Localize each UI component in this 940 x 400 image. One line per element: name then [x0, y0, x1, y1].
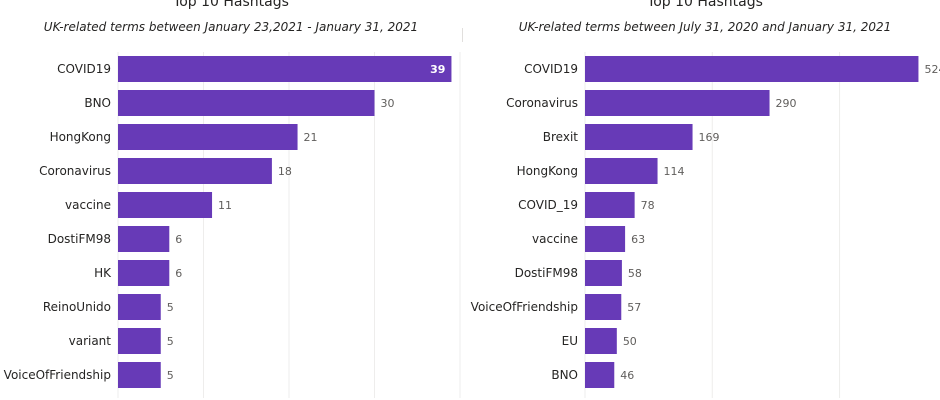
left-bar[interactable] [118, 226, 170, 252]
right-value-label: 58 [628, 267, 642, 280]
left-chart-panel: Top 10 Hashtags UK-related terms between… [0, 0, 462, 400]
right-value-label: 46 [620, 369, 634, 382]
left-category-label: VoiceOfFriendship [4, 368, 111, 382]
right-chart-subtitle: UK-related terms between July 31, 2020 a… [518, 20, 892, 34]
right-category-label: vaccine [532, 232, 578, 246]
right-category-label: COVID19 [524, 62, 578, 76]
left-bar[interactable] [118, 158, 272, 184]
right-category-label: VoiceOfFriendship [471, 300, 578, 314]
left-bar[interactable] [118, 294, 161, 320]
left-value-label: 18 [278, 165, 292, 178]
left-value-label: 39 [430, 63, 445, 76]
right-bar[interactable] [585, 124, 693, 150]
right-bar[interactable] [585, 362, 615, 388]
right-bar[interactable] [585, 226, 626, 252]
right-category-label: DostiFM98 [515, 266, 578, 280]
left-value-label: 5 [167, 335, 174, 348]
left-bar[interactable] [118, 328, 161, 354]
left-bar[interactable] [118, 124, 298, 150]
left-category-label: DostiFM98 [48, 232, 111, 246]
left-bar[interactable] [118, 362, 161, 388]
left-category-label: vaccine [65, 198, 111, 212]
left-category-label: BNO [84, 96, 111, 110]
left-category-label: ReinoUnido [43, 300, 111, 314]
left-category-label: HK [94, 266, 112, 280]
right-bar[interactable] [585, 90, 770, 116]
left-category-label: Coronavirus [39, 164, 111, 178]
left-bar-chart: COVID19 39 BNO 30 HongKong 21 Coronavirus 18 vac… [4, 52, 461, 398]
left-chart-subtitle: UK-related terms between January 23,2021… [43, 20, 419, 34]
right-value-label: 524 [924, 63, 940, 76]
left-bar[interactable] [118, 90, 375, 116]
right-bar[interactable] [585, 56, 919, 82]
right-bar[interactable] [585, 328, 617, 354]
left-category-label: HongKong [50, 130, 111, 144]
right-chart-panel: Top 10 Hashtags UK-related terms between… [470, 0, 940, 400]
left-category-label: variant [69, 334, 112, 348]
right-category-label: BNO [551, 368, 578, 382]
right-category-label: EU [562, 334, 578, 348]
right-category-label: Brexit [543, 130, 579, 144]
left-value-label: 11 [218, 199, 232, 212]
right-value-label: 290 [776, 97, 797, 110]
right-value-label: 169 [699, 131, 720, 144]
right-category-label: HongKong [517, 164, 578, 178]
left-bar[interactable] [118, 192, 213, 218]
left-value-label: 5 [167, 301, 174, 314]
right-bar[interactable] [585, 158, 658, 184]
right-category-label: Coronavirus [506, 96, 578, 110]
left-chart-title: Top 10 Hashtags [173, 0, 289, 10]
left-value-label: 6 [175, 233, 182, 246]
right-value-label: 57 [627, 301, 641, 314]
right-value-label: 63 [631, 233, 645, 246]
right-value-label: 50 [623, 335, 637, 348]
right-bar[interactable] [585, 192, 635, 218]
left-bar[interactable] [118, 260, 170, 286]
left-value-label: 6 [175, 267, 182, 280]
right-value-label: 114 [664, 165, 685, 178]
right-value-label: 78 [641, 199, 655, 212]
left-value-label: 30 [381, 97, 395, 110]
left-value-label: 5 [167, 369, 174, 382]
left-category-label: COVID19 [57, 62, 111, 76]
chart-divider [462, 28, 463, 42]
right-chart-title: Top 10 Hashtags [647, 0, 763, 10]
left-value-label: 21 [304, 131, 318, 144]
right-bar[interactable] [585, 294, 622, 320]
left-bar[interactable] [118, 56, 452, 82]
right-bar[interactable] [585, 260, 622, 286]
right-bar-chart: COVID19 524 Coronavirus 290 Brexit 169 HongKon… [471, 52, 940, 398]
right-category-label: COVID_19 [518, 198, 578, 212]
